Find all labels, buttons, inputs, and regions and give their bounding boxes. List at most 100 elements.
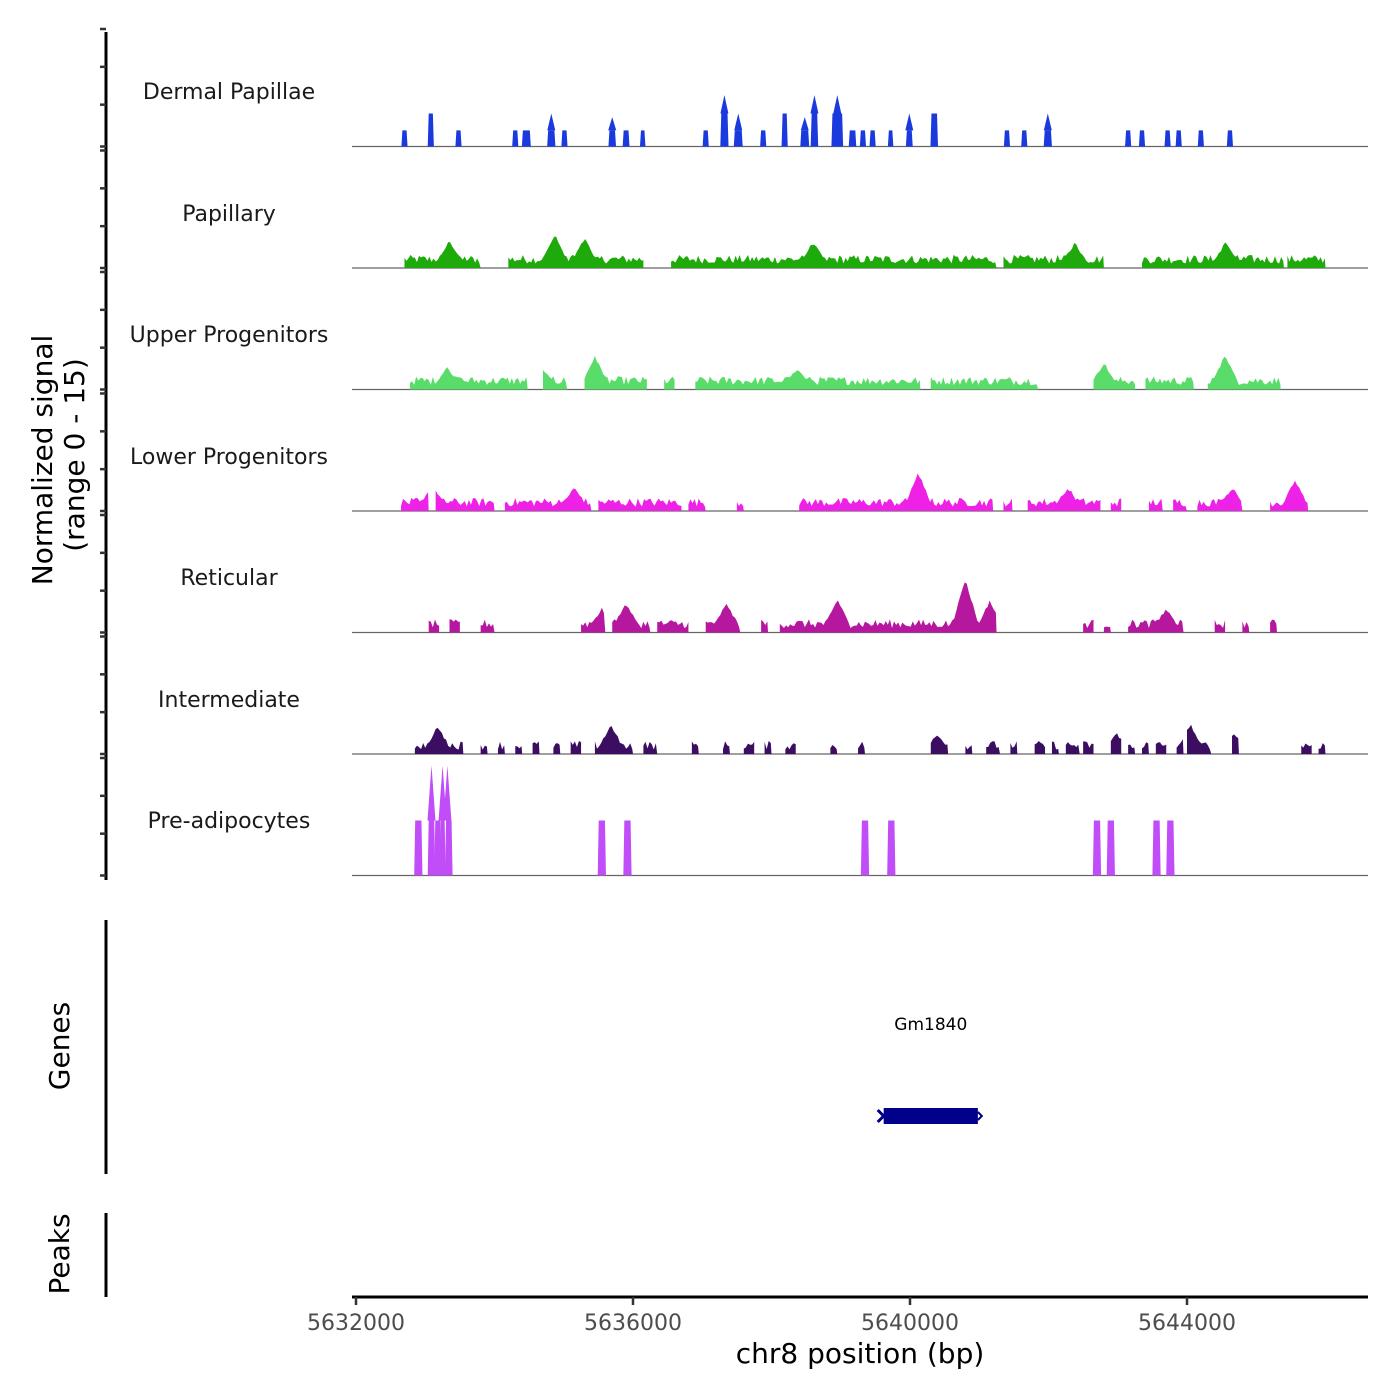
signal-region — [1187, 724, 1212, 754]
signal-region — [612, 605, 651, 633]
signal-region — [515, 746, 523, 754]
signal-peak — [401, 130, 408, 147]
track-label-intermediate: Intermediate — [158, 688, 300, 713]
track-labels: Dermal Papillae Papillary Upper Progenit… — [130, 80, 329, 834]
signal-peak — [597, 820, 606, 876]
signal-peak — [1138, 130, 1146, 147]
signal-peak — [905, 130, 913, 147]
signal-region — [705, 603, 741, 633]
signal-region — [736, 502, 744, 511]
signal-track-dermal-papillae — [352, 95, 1368, 148]
signal-region — [1155, 742, 1167, 754]
track-label-upper-progenitors: Upper Progenitors — [130, 323, 329, 348]
signal-region — [404, 242, 481, 268]
signal-region — [764, 740, 772, 754]
gene-strand-arrow-icon — [876, 1108, 886, 1124]
x-axis-ticks: 5632000 5636000 5640000 5644000 — [307, 1297, 1236, 1336]
signal-track-lower-progenitors — [352, 473, 1368, 512]
signal-region — [1083, 619, 1094, 633]
signal-region — [1176, 739, 1184, 754]
signal-region — [401, 492, 429, 511]
signal-peak — [1175, 130, 1182, 147]
signal-region — [449, 619, 460, 633]
signal-peak-spike — [1043, 113, 1052, 131]
signal-peak-spike — [547, 113, 556, 131]
signal-peak — [869, 130, 876, 147]
signal-peak-spike — [608, 117, 617, 131]
track-label-lower-progenitors: Lower Progenitors — [130, 445, 328, 470]
signal-region — [414, 727, 464, 754]
signal-peak — [623, 820, 632, 876]
signal-peak — [760, 130, 767, 147]
signal-region — [594, 725, 633, 754]
signal-peak — [1152, 820, 1161, 876]
track-label-dermal-papillae: Dermal Papillae — [143, 80, 315, 105]
signal-peak — [702, 130, 709, 147]
signal-region — [1214, 619, 1226, 633]
signal-region — [691, 741, 699, 754]
signal-peak — [887, 130, 894, 147]
signal-peak-spike — [905, 113, 914, 131]
signal-peak — [414, 820, 423, 876]
signal-track-upper-progenitors — [352, 355, 1368, 391]
signal-peak — [446, 820, 453, 876]
signal-region — [1003, 498, 1013, 511]
signal-track-papillary — [352, 236, 1368, 269]
signal-region — [1270, 480, 1309, 511]
signal-peak-spike — [427, 765, 436, 821]
track-label-papillary: Papillary — [182, 202, 276, 227]
signal-region — [1110, 498, 1122, 511]
signal-peak — [810, 113, 819, 147]
signal-region — [1197, 489, 1243, 511]
signal-y-ticks — [100, 27, 106, 877]
x-tick-label: 5644000 — [1138, 1311, 1236, 1336]
signal-peak — [1106, 820, 1115, 876]
signal-region — [1003, 243, 1104, 268]
signal-peak — [1197, 130, 1204, 147]
signal-track-intermediate — [352, 724, 1368, 755]
signal-region — [1207, 356, 1281, 390]
signal-peak — [639, 130, 646, 147]
signal-region — [581, 607, 606, 633]
signal-peak — [860, 820, 870, 876]
x-axis-title: chr8 position (bp) — [736, 1337, 985, 1370]
gene-end-arrow-icon — [977, 1111, 984, 1121]
signal-region — [1242, 621, 1250, 633]
signal-peak — [859, 130, 866, 147]
signal-region — [1141, 242, 1284, 268]
signal-region — [1318, 743, 1326, 754]
gene-body — [883, 1108, 978, 1124]
signal-peak — [733, 130, 743, 147]
signal-region — [1027, 489, 1101, 511]
track-label-reticular: Reticular — [180, 566, 278, 591]
signal-region — [664, 376, 675, 390]
signal-region — [1034, 740, 1046, 754]
signal-peak — [781, 113, 788, 147]
signal-peak — [434, 820, 442, 876]
signal-region — [930, 735, 949, 754]
signal-peak — [608, 130, 616, 147]
signal-region — [671, 244, 997, 268]
signal-region — [480, 619, 495, 633]
signal-region — [1141, 742, 1149, 754]
signal-region — [799, 473, 994, 511]
signal-region — [428, 619, 440, 633]
signal-region — [1083, 741, 1094, 754]
signal-peak — [1226, 130, 1234, 147]
signal-peak — [1003, 130, 1011, 147]
signal-region — [1148, 498, 1163, 511]
signal-peak — [439, 820, 446, 876]
signal-peak — [720, 113, 729, 147]
signal-peak — [1125, 130, 1132, 147]
signal-peak — [455, 130, 462, 147]
signal-peak-spike — [800, 117, 809, 131]
peaks-track-title: Peaks — [43, 1213, 76, 1294]
signal-peak — [561, 130, 568, 147]
signal-region — [1010, 741, 1018, 754]
signal-region — [723, 741, 730, 754]
genes-track: Gm1840 — [876, 1015, 984, 1124]
signal-region — [986, 741, 1001, 754]
signal-region — [553, 743, 561, 754]
signal-track-reticular — [352, 582, 1368, 634]
